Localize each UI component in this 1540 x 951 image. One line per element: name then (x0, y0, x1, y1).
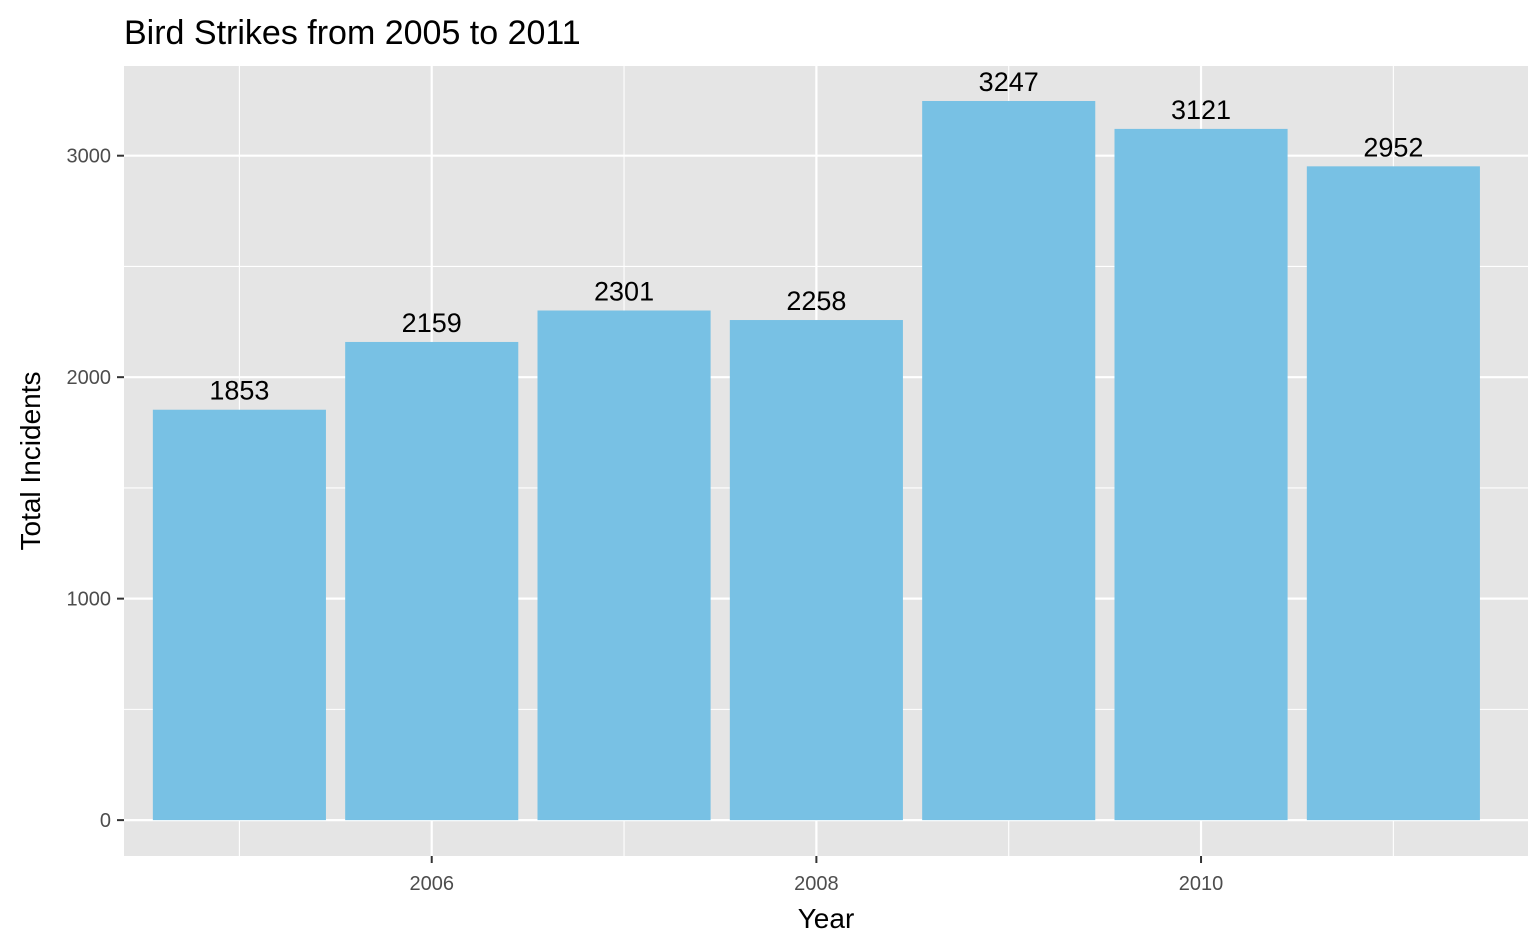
bar-2005 (152, 409, 326, 821)
y-tick-label: 3000 (67, 146, 112, 168)
x-tick-label: 2010 (1179, 873, 1224, 895)
y-tick-label: 2000 (67, 367, 112, 389)
data-label-2007: 2301 (594, 277, 654, 307)
bar-2008 (729, 320, 903, 821)
y-axis-title: Total Incidents (15, 372, 46, 551)
data-label-2009: 3247 (979, 67, 1039, 97)
bars (152, 100, 1480, 821)
bar-2009 (922, 100, 1096, 821)
data-label-2005: 1853 (209, 376, 269, 406)
bar-2006 (345, 341, 519, 821)
chart-title: Bird Strikes from 2005 to 2011 (124, 14, 581, 52)
bar-2007 (537, 310, 711, 821)
data-label-2011: 2952 (1363, 132, 1423, 162)
x-tick-label: 2008 (794, 873, 839, 895)
x-tick-label: 2006 (409, 873, 454, 895)
data-labels: 1853 2159 2301 2258 3247 3121 2952 (209, 67, 1423, 406)
y-tick-label: 1000 (67, 589, 112, 611)
y-tick-label: 0 (100, 810, 111, 832)
x-axis: 2006 2008 2010 (409, 856, 1223, 895)
data-label-2008: 2258 (786, 286, 846, 316)
y-axis: 0 1000 2000 3000 (67, 146, 124, 832)
bar-2011 (1306, 166, 1480, 821)
data-label-2010: 3121 (1171, 95, 1231, 125)
data-label-2006: 2159 (402, 308, 462, 338)
bar-2010 (1114, 128, 1288, 821)
x-axis-title: Year (798, 903, 855, 934)
